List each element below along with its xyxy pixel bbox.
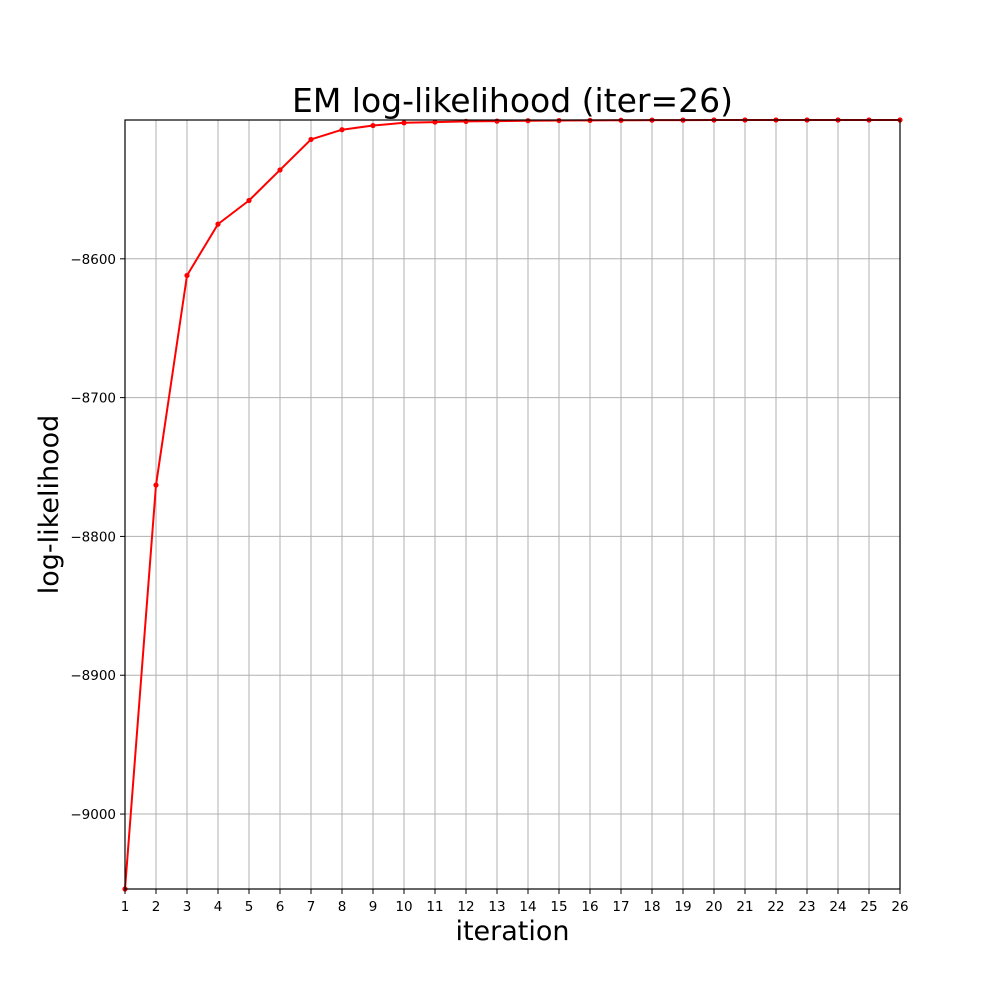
x-tick-label: 3	[183, 899, 192, 915]
x-tick-label: 26	[891, 899, 908, 915]
x-tick-label: 7	[307, 899, 316, 915]
data-point	[432, 119, 438, 125]
x-tick-label: 8	[338, 899, 347, 915]
x-tick-label: 17	[612, 899, 629, 915]
y-tick-label: −8700	[70, 391, 116, 407]
x-tick-label: 22	[767, 899, 784, 915]
x-tick-label: 11	[426, 899, 443, 915]
x-tick-label: 10	[395, 899, 412, 915]
x-tick-label: 4	[214, 899, 223, 915]
data-point	[184, 272, 190, 279]
y-tick-label: −8600	[70, 252, 116, 268]
y-tick-label: −8900	[70, 668, 116, 684]
y-tick-label: −9000	[70, 807, 116, 823]
x-tick-label: 19	[674, 899, 691, 915]
x-tick-label: 12	[457, 899, 474, 915]
x-tick-label: 5	[245, 899, 254, 915]
x-tick-label: 25	[860, 899, 877, 915]
x-tick-label: 16	[581, 899, 598, 915]
data-point	[277, 167, 283, 173]
data-point	[525, 118, 531, 124]
x-tick-label: 14	[519, 899, 536, 915]
y-axis-label: log-likelihood	[34, 415, 65, 594]
series-line	[124, 119, 900, 890]
y-tick-label: −8800	[70, 529, 116, 545]
tick-layer: 1 2 3 4 5 6 7 8 9 10 11 12 13 14 15 16 17 18 19 20 21 22 23 24 2…	[70, 252, 908, 915]
x-axis-label: iteration	[455, 916, 569, 947]
x-tick-label: 20	[705, 899, 722, 915]
data-point	[153, 482, 159, 488]
chart-title: EM log-likelihood (iter=26)	[292, 81, 733, 120]
data-point	[308, 136, 314, 143]
data-point	[339, 127, 345, 133]
x-tick-label: 18	[643, 899, 660, 915]
data-point	[215, 221, 221, 227]
x-tick-label: 9	[369, 899, 378, 915]
x-tick-label: 6	[276, 899, 285, 915]
x-tick-label: 1	[121, 899, 130, 915]
x-tick-label: 13	[488, 899, 505, 915]
x-tick-label: 2	[152, 899, 161, 915]
x-tick-label: 15	[550, 899, 567, 915]
x-tick-label: 24	[829, 899, 846, 915]
plot-area-frame	[124, 119, 901, 890]
data-point	[370, 122, 376, 129]
x-tick-label: 21	[736, 899, 753, 915]
data-point	[401, 120, 407, 126]
grid-layer	[124, 120, 901, 889]
series-layer	[122, 117, 903, 892]
x-tick-label: 23	[798, 899, 815, 915]
data-point	[246, 197, 252, 204]
